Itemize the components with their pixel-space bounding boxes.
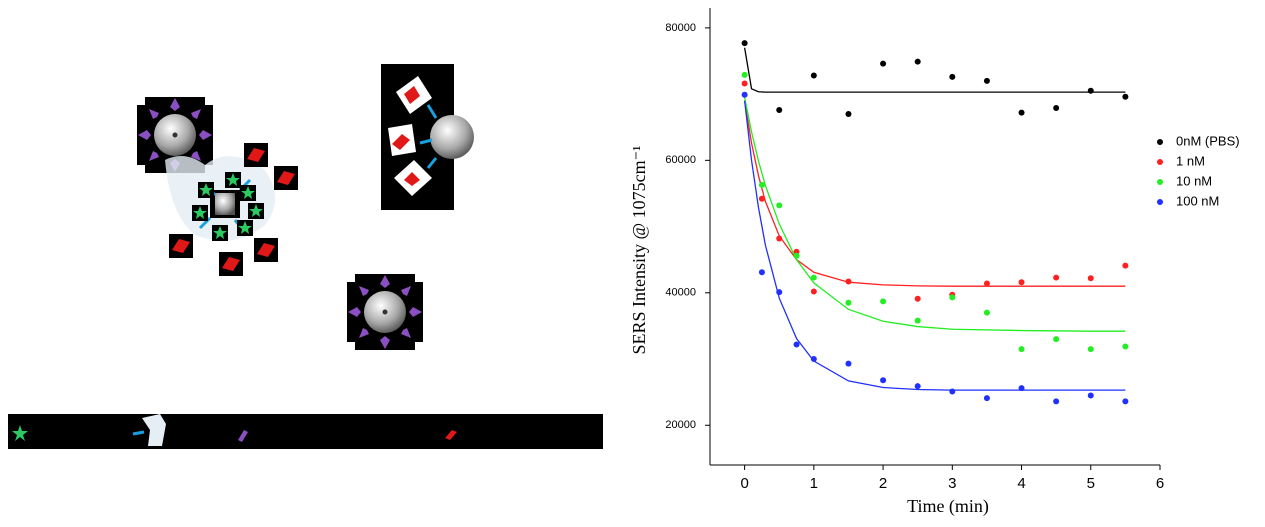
x-tick-label: 3 xyxy=(948,475,956,492)
schematic xyxy=(8,64,603,449)
point xyxy=(1122,262,1129,269)
x-tick-label: 2 xyxy=(879,475,887,492)
point xyxy=(1087,392,1094,399)
point xyxy=(1087,346,1094,353)
point xyxy=(741,80,748,87)
plot: Time (min) SERS Intensity @ 1075cm⁻¹ 200… xyxy=(629,8,1240,517)
x-tick-label: 5 xyxy=(1087,475,1095,492)
y-tick-label: 20000 xyxy=(665,419,696,431)
point xyxy=(776,289,783,296)
point xyxy=(758,269,765,276)
point xyxy=(810,288,817,295)
point xyxy=(949,73,956,80)
legend-label: 1 nM xyxy=(1176,153,1205,168)
legend-marker xyxy=(1157,139,1163,145)
point xyxy=(1122,398,1129,405)
star xyxy=(237,220,253,236)
point xyxy=(810,274,817,281)
y-axis-label: SERS Intensity @ 1075cm⁻¹ xyxy=(629,146,649,355)
point xyxy=(983,309,990,316)
star xyxy=(240,185,256,201)
point xyxy=(741,40,748,47)
point xyxy=(758,195,765,202)
point xyxy=(1018,385,1025,392)
y-tick-label: 60000 xyxy=(665,154,696,166)
point xyxy=(949,388,956,395)
point xyxy=(914,383,921,390)
point xyxy=(810,356,817,363)
point xyxy=(983,280,990,287)
legend-strip xyxy=(8,414,603,449)
point xyxy=(983,395,990,402)
x-tick-label: 1 xyxy=(810,475,818,492)
point xyxy=(776,235,783,242)
reporter xyxy=(254,238,278,262)
point xyxy=(983,77,990,84)
reporter xyxy=(169,234,193,258)
legend-marker xyxy=(1157,179,1163,185)
point xyxy=(1053,336,1060,343)
point xyxy=(741,91,748,98)
point xyxy=(776,202,783,209)
star xyxy=(198,182,214,198)
aptamer-cluster xyxy=(165,143,298,276)
reporter xyxy=(274,166,298,190)
x-axis-label: Time (min) xyxy=(907,496,989,517)
point xyxy=(793,341,800,348)
reporter xyxy=(219,252,243,276)
fit-line xyxy=(743,100,1126,287)
star xyxy=(225,172,241,188)
point xyxy=(1053,398,1060,405)
x-tick-label: 6 xyxy=(1156,475,1164,492)
point xyxy=(880,60,887,67)
legend-label: 0nM (PBS) xyxy=(1176,133,1240,148)
point xyxy=(1018,279,1025,286)
point xyxy=(776,106,783,113)
legend-label: 100 nM xyxy=(1176,193,1219,208)
point xyxy=(1053,105,1060,112)
point xyxy=(793,252,800,259)
fit-line xyxy=(743,47,1126,93)
star xyxy=(212,225,228,241)
point xyxy=(880,377,887,384)
point xyxy=(1087,275,1094,282)
fit-line xyxy=(743,100,1126,391)
legend-marker xyxy=(1157,199,1163,205)
point xyxy=(1087,87,1094,94)
point xyxy=(845,360,852,367)
point xyxy=(1122,343,1129,350)
x-tick-label: 4 xyxy=(1017,475,1025,492)
point xyxy=(810,72,817,79)
point xyxy=(845,278,852,285)
legend-marker xyxy=(1157,159,1163,165)
point xyxy=(914,58,921,65)
legend-label: 10 nM xyxy=(1176,173,1212,188)
star xyxy=(192,205,208,221)
reporter xyxy=(244,143,268,167)
point xyxy=(914,317,921,324)
point xyxy=(845,110,852,117)
point xyxy=(1122,93,1129,100)
y-tick-label: 40000 xyxy=(665,287,696,299)
point xyxy=(758,181,765,188)
point xyxy=(1053,274,1060,281)
captured-particle xyxy=(381,64,474,210)
fit-line xyxy=(743,97,1126,332)
point xyxy=(949,294,956,301)
y-tick-label: 80000 xyxy=(665,22,696,34)
point xyxy=(845,299,852,306)
nanoparticle xyxy=(347,274,423,350)
point xyxy=(1018,109,1025,116)
point xyxy=(914,295,921,302)
point xyxy=(741,71,748,78)
star xyxy=(248,203,264,219)
point xyxy=(880,298,887,305)
x-tick-label: 0 xyxy=(740,475,748,492)
point xyxy=(1018,346,1025,353)
